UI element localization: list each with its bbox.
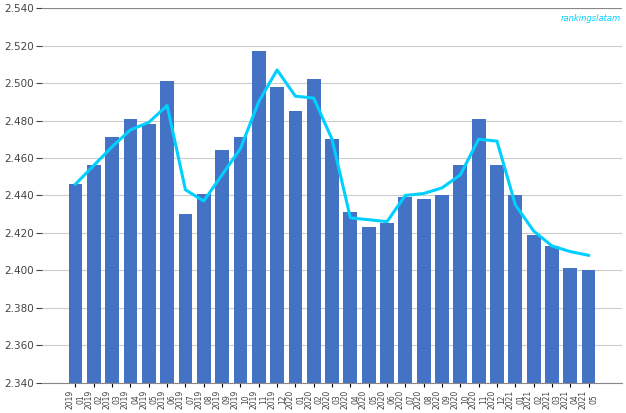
Bar: [526, 235, 540, 382]
Bar: [563, 268, 577, 382]
Bar: [289, 111, 302, 382]
Bar: [123, 119, 137, 382]
Bar: [362, 227, 376, 382]
Bar: [399, 197, 413, 382]
Bar: [270, 87, 284, 382]
Bar: [233, 138, 247, 382]
Bar: [215, 150, 229, 382]
Bar: [453, 166, 467, 382]
Bar: [105, 138, 119, 382]
Bar: [252, 51, 265, 382]
Bar: [197, 194, 210, 382]
Bar: [178, 214, 192, 382]
Bar: [582, 270, 595, 382]
Bar: [545, 246, 559, 382]
Bar: [508, 195, 522, 382]
Bar: [307, 79, 321, 382]
Bar: [380, 223, 394, 382]
Bar: [490, 166, 504, 382]
Bar: [435, 195, 449, 382]
Bar: [142, 124, 156, 382]
Bar: [87, 166, 101, 382]
Bar: [69, 184, 83, 382]
Text: rankingslatam: rankingslatam: [560, 14, 620, 23]
Bar: [417, 199, 431, 382]
Bar: [344, 212, 357, 382]
Bar: [472, 119, 486, 382]
Bar: [160, 81, 174, 382]
Bar: [325, 139, 339, 382]
